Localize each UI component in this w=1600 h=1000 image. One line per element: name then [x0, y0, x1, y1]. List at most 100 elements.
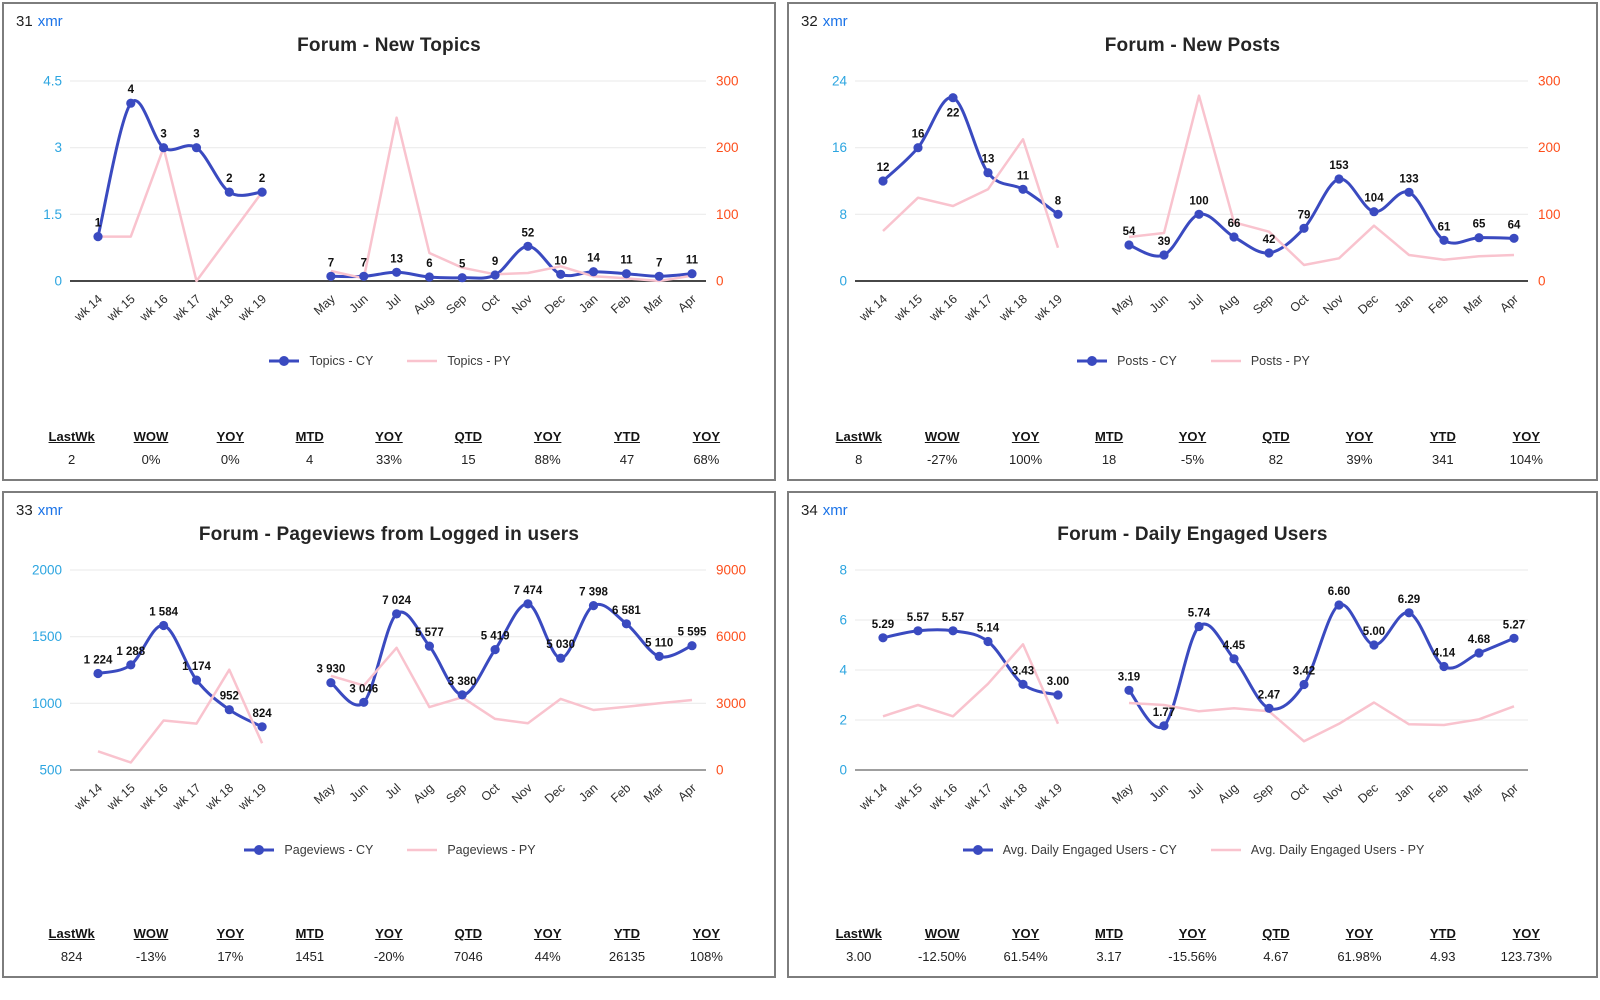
svg-text:65: 65 [1473, 219, 1486, 231]
svg-text:2: 2 [226, 173, 232, 185]
stat-value: 4.93 [1430, 949, 1456, 964]
stat-value: 341 [1431, 452, 1454, 467]
svg-text:4.14: 4.14 [1433, 648, 1456, 660]
xmr-link[interactable]: xmr [37, 12, 63, 30]
svg-text:7 024: 7 024 [382, 595, 411, 607]
svg-text:wk 16: wk 16 [136, 781, 170, 814]
svg-text:100: 100 [716, 207, 739, 222]
svg-text:3: 3 [193, 129, 199, 141]
svg-text:5 030: 5 030 [546, 639, 575, 651]
svg-text:wk 18: wk 18 [996, 781, 1030, 814]
svg-text:64: 64 [1508, 219, 1521, 231]
chart-legend: Posts - CY Posts - PY [801, 349, 1584, 373]
legend-label-cy: Posts - CY [1117, 354, 1177, 368]
svg-text:0: 0 [54, 274, 62, 289]
svg-text:Sep: Sep [1250, 292, 1276, 317]
svg-text:0: 0 [716, 763, 724, 778]
svg-text:Apr: Apr [1497, 292, 1521, 315]
svg-text:0: 0 [716, 274, 724, 289]
svg-text:1 288: 1 288 [116, 646, 145, 658]
legend-item-cy: Pageviews - CY [242, 843, 373, 857]
svg-text:Jul: Jul [382, 781, 403, 802]
svg-text:5.74: 5.74 [1188, 608, 1211, 620]
svg-text:5.29: 5.29 [872, 619, 894, 631]
svg-text:4.68: 4.68 [1468, 634, 1491, 646]
stat-value: 104% [1509, 452, 1543, 467]
legend-item-cy: Posts - CY [1075, 354, 1177, 368]
svg-text:Oct: Oct [1287, 780, 1311, 804]
xmr-link[interactable]: xmr [37, 501, 63, 519]
legend-label-py: Posts - PY [1250, 354, 1310, 368]
svg-text:Aug: Aug [411, 292, 437, 317]
chart-legend: Topics - CY Topics - PY [16, 349, 762, 373]
xmr-link[interactable]: xmr [822, 12, 848, 30]
svg-text:wk 16: wk 16 [926, 781, 960, 814]
svg-text:4.5: 4.5 [43, 74, 62, 89]
chart-title: Forum - New Topics [297, 35, 481, 56]
legend-item-py: Avg. Daily Engaged Users - PY [1209, 843, 1424, 857]
svg-text:8: 8 [839, 207, 847, 222]
stat-header: YOY [1345, 429, 1374, 444]
cy-line-marker-icon [269, 356, 300, 366]
svg-text:wk 18: wk 18 [996, 292, 1030, 325]
xmr-link[interactable]: xmr [822, 501, 848, 519]
svg-text:133: 133 [1399, 173, 1418, 185]
stat-value: -20% [373, 949, 405, 964]
stat-header: YOY [692, 429, 721, 444]
svg-text:Nov: Nov [1320, 780, 1346, 806]
svg-text:153: 153 [1329, 160, 1348, 172]
stats-table: LastWk WOW YOY MTD YOY QTD YOY YTD YOY 2 0% 0% 4 33% 1… [16, 429, 762, 467]
svg-text:wk 14: wk 14 [856, 781, 890, 814]
svg-text:Mar: Mar [641, 292, 666, 317]
stat-header: LastWk [48, 926, 95, 941]
stat-header: YOY [375, 429, 403, 444]
svg-text:Oct: Oct [478, 291, 502, 315]
panel-number: 31 [16, 12, 33, 30]
chart-title: Forum - Daily Engaged Users [1057, 524, 1328, 545]
legend-label-py: Pageviews - PY [447, 843, 536, 857]
svg-text:Jun: Jun [1147, 292, 1171, 316]
panel-header: 33 xmr [16, 499, 762, 521]
stat-header: WOW [924, 926, 960, 941]
svg-text:Dec: Dec [1355, 781, 1381, 806]
svg-text:Dec: Dec [1355, 292, 1381, 317]
svg-text:3.42: 3.42 [1293, 666, 1315, 678]
svg-text:6.29: 6.29 [1398, 594, 1420, 606]
chart-panel: 31 xmr Forum - New Topics 0 0 1.5 100 3 200 4.… [2, 2, 776, 481]
svg-text:52: 52 [522, 227, 535, 239]
svg-text:Aug: Aug [1215, 292, 1241, 317]
py-line-marker-icon [1210, 848, 1241, 852]
stat-header: QTD [1262, 429, 1290, 444]
legend-item-cy: Avg. Daily Engaged Users - CY [961, 843, 1177, 857]
panel-number: 33 [16, 501, 33, 519]
stat-header: WOW [924, 429, 960, 444]
svg-text:Jul: Jul [1185, 292, 1206, 313]
svg-text:24: 24 [832, 74, 848, 89]
svg-text:5: 5 [459, 259, 466, 271]
svg-text:13: 13 [390, 253, 403, 265]
svg-text:0: 0 [1538, 274, 1546, 289]
stat-value: -15.56% [1168, 949, 1217, 964]
svg-text:Oct: Oct [1287, 291, 1311, 315]
svg-text:100: 100 [1538, 207, 1561, 222]
stat-header: YOY [216, 926, 245, 941]
svg-text:7: 7 [656, 257, 662, 269]
panel-header: 31 xmr [16, 10, 762, 32]
stat-header: MTD [1094, 429, 1124, 444]
svg-text:Apr: Apr [675, 292, 699, 315]
svg-text:wk 18: wk 18 [202, 292, 236, 325]
svg-text:54: 54 [1123, 226, 1136, 238]
svg-text:2: 2 [839, 713, 847, 728]
stat-header: YOY [533, 926, 562, 941]
svg-text:6000: 6000 [716, 629, 746, 644]
stat-value: 15 [461, 452, 476, 467]
stat-value: -12.50% [917, 949, 967, 964]
svg-text:wk 14: wk 14 [71, 781, 105, 814]
svg-text:Feb: Feb [608, 292, 633, 317]
svg-text:66: 66 [1228, 218, 1241, 230]
svg-text:3 930: 3 930 [317, 664, 346, 676]
panel-header: 34 xmr [801, 499, 1584, 521]
svg-text:11: 11 [620, 255, 633, 267]
